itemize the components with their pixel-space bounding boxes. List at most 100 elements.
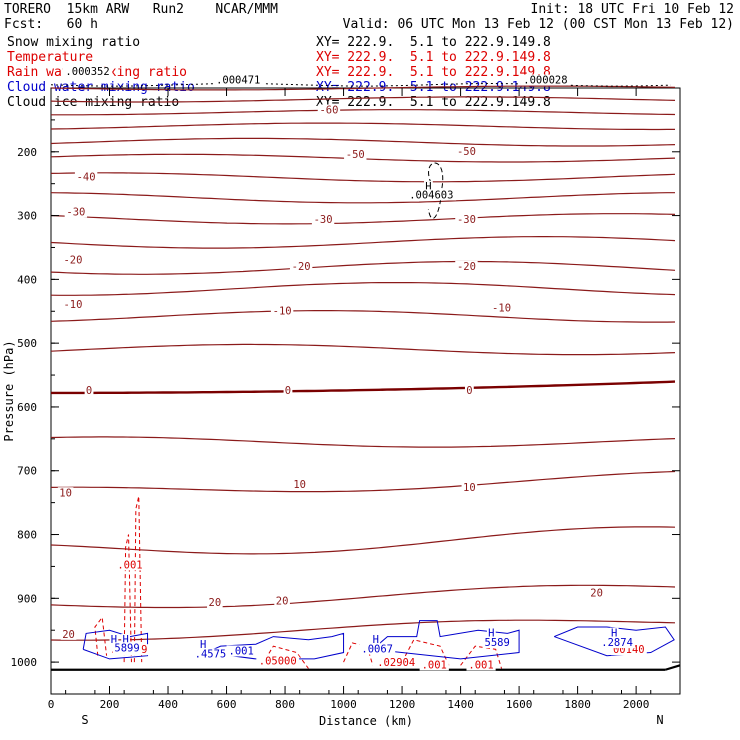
isotherm-line [50,172,676,183]
rain-label-bg [419,659,449,671]
cloud-water-label: H [111,634,117,646]
y-tick-label: 1000 [11,656,38,669]
rain-contour [261,645,309,669]
temperature-label-bg [317,104,341,116]
snow-label-bg [213,74,264,86]
temperature-label: 10 [463,482,476,494]
temperature-label: 0 [466,385,472,397]
cloud-water-label-bg [371,633,381,645]
y-tick-label: 300 [17,210,37,223]
ice-label-bg [406,189,457,201]
temperature-label: 20 [209,597,222,609]
temperature-label: 20 [590,587,603,599]
cloud-water-label: 5589 [485,637,510,649]
ground-line-end [665,664,681,671]
temperature-label-bg [490,302,513,314]
temperature-label-bg [283,385,293,397]
cloud-water-contour [82,629,149,660]
isotherm-line [50,213,676,225]
cloud-water-label-bg [226,645,256,657]
cloud-water-label-bg [482,637,512,649]
temperature-label: 0 [285,385,291,397]
temperature-label: -20 [63,254,82,266]
rain-label: .02904 [377,657,415,669]
isotherm-line [50,236,676,249]
snow-label-bg [520,74,571,86]
x-tick-label: 1200 [389,698,416,711]
cloud-water-label-bg [599,637,636,649]
ice-label: H [425,181,431,193]
y-tick-label: 400 [17,273,37,286]
cloud-water-label-bg [609,627,619,639]
rain-label: .001 [422,659,447,671]
rain-contour [133,496,143,663]
rain-contour [123,534,132,663]
temperature-label-bg [60,628,77,640]
endpoint-right: N [656,713,663,727]
temperature-label: -10 [273,305,292,317]
isotherm-line [50,584,676,609]
rain-contour [401,639,450,666]
cloud-ice-contour [427,162,444,219]
temperature-label-bg [61,299,85,311]
init-time: Init: 18 UTC Fri 10 Feb 12 [530,2,735,17]
temperature-label: 20 [276,596,289,608]
snow-label: .000352 [65,66,109,78]
x-tick-label: 1400 [447,698,474,711]
x-tick-label: 600 [217,698,237,711]
legend-name-snow: Snow mixing ratio [7,35,141,50]
cloud-water-label-bg [121,633,131,645]
isotherm-line [50,310,676,323]
legend-xy-snow: XY= 222.9. 5.1 to 222.9.149.8 [316,35,551,50]
isotherm-line [50,85,676,91]
temperature-label: -30 [314,214,333,226]
snow-label: .000471 [216,75,260,87]
temperature-label-bg [61,254,85,266]
ice-label-bg [424,181,433,193]
legend-xy-cloud-ice: XY= 222.9. 5.1 to 222.9.149.8 [316,95,551,110]
temperature-label: -40 [77,171,96,183]
isotherm-line [51,380,676,395]
cloud-water-label: H [373,634,379,646]
contour-labels: -60 -50 -50 -40 -30 -30 -30 -20 -20 -20 -10 -10 -10 0… [57,66,647,671]
cloud-ice-contours [427,162,444,219]
rain-label-bg [115,559,145,571]
rain-contours [94,496,503,669]
isotherm-line [50,260,676,275]
x-tick-label: 1000 [330,698,357,711]
isotherm-line [50,436,676,448]
cloud-water-label-bg [486,627,496,639]
rain-label: .05000 [259,656,297,668]
snow-label-bg [62,66,113,78]
cloud-water-label-bg [198,639,208,651]
y-tick-label: 800 [17,529,37,542]
rain-contour [94,616,108,656]
cloud-water-label-bg [109,633,119,645]
temperature-label: -60 [319,105,338,117]
rain-label-bg [610,644,647,656]
temperature-label-bg [207,596,223,608]
temperature-label: -20 [457,261,476,273]
temperature-label-bg [74,171,98,183]
isotherm-line [50,619,676,641]
temperature-label-bg [289,260,313,272]
temperature-label-bg [57,487,74,499]
isotherm-line [50,526,676,555]
isotherm-line [50,470,676,493]
rain-label-bg [374,656,418,668]
y-tick-label: 700 [17,465,37,478]
temperature-isotherms [50,85,676,641]
cloud-water-label: H [611,628,617,640]
isotherm-line [50,122,675,131]
temperature-label-bg [455,145,478,157]
cloud-water-label: 5899 [114,642,139,654]
legend-name-temperature: Temperature [7,50,94,65]
rain-label-bg [466,659,496,671]
endpoint-left: S [81,713,88,727]
temperature-label-bg [344,149,367,161]
temperature-label: -50 [346,149,365,161]
temperature-label-bg [270,305,294,317]
cloud-water-label: .4575 [195,649,227,661]
snow-label: .000028 [523,75,567,87]
